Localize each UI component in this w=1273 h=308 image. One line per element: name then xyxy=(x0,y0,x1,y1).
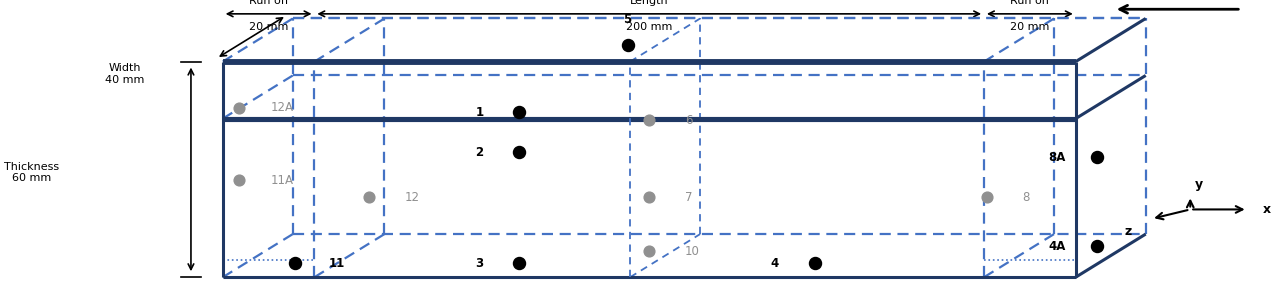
Text: 11: 11 xyxy=(328,257,345,270)
Point xyxy=(285,261,306,266)
Point xyxy=(617,42,638,47)
Text: Width
40 mm: Width 40 mm xyxy=(106,63,144,85)
Text: x: x xyxy=(1263,203,1270,216)
Point xyxy=(229,105,250,110)
Text: 2: 2 xyxy=(476,146,484,159)
Text: 10: 10 xyxy=(685,245,700,257)
Text: Run on: Run on xyxy=(1011,0,1049,6)
Text: 7: 7 xyxy=(685,191,693,204)
Point xyxy=(639,249,659,253)
Point xyxy=(976,195,997,200)
Text: 8A: 8A xyxy=(1048,151,1066,164)
Text: Length: Length xyxy=(630,0,668,6)
Text: y: y xyxy=(1195,178,1203,191)
Text: 12A: 12A xyxy=(271,101,294,114)
Text: 12: 12 xyxy=(405,191,420,204)
Text: 6: 6 xyxy=(685,114,693,127)
Text: Thickness
60 mm: Thickness 60 mm xyxy=(4,162,60,183)
Text: 3: 3 xyxy=(476,257,484,270)
Point xyxy=(639,195,659,200)
Point xyxy=(1087,244,1108,249)
Text: z: z xyxy=(1125,225,1132,238)
Point xyxy=(805,261,825,266)
Text: 4: 4 xyxy=(771,257,779,270)
Point xyxy=(639,118,659,123)
Text: 8: 8 xyxy=(1022,191,1030,204)
Text: 20 mm: 20 mm xyxy=(250,22,288,31)
Point xyxy=(1087,155,1108,160)
Point xyxy=(509,261,530,266)
Point xyxy=(359,195,379,200)
Text: 4A: 4A xyxy=(1048,240,1066,253)
Text: 1: 1 xyxy=(476,106,484,119)
Text: 11A: 11A xyxy=(271,174,294,187)
Point xyxy=(509,110,530,115)
Text: 20 mm: 20 mm xyxy=(1011,22,1049,31)
Text: 5: 5 xyxy=(624,13,631,26)
Text: Run off: Run off xyxy=(248,0,289,6)
Text: 200 mm: 200 mm xyxy=(626,22,672,31)
Point xyxy=(229,178,250,183)
Point xyxy=(509,150,530,155)
